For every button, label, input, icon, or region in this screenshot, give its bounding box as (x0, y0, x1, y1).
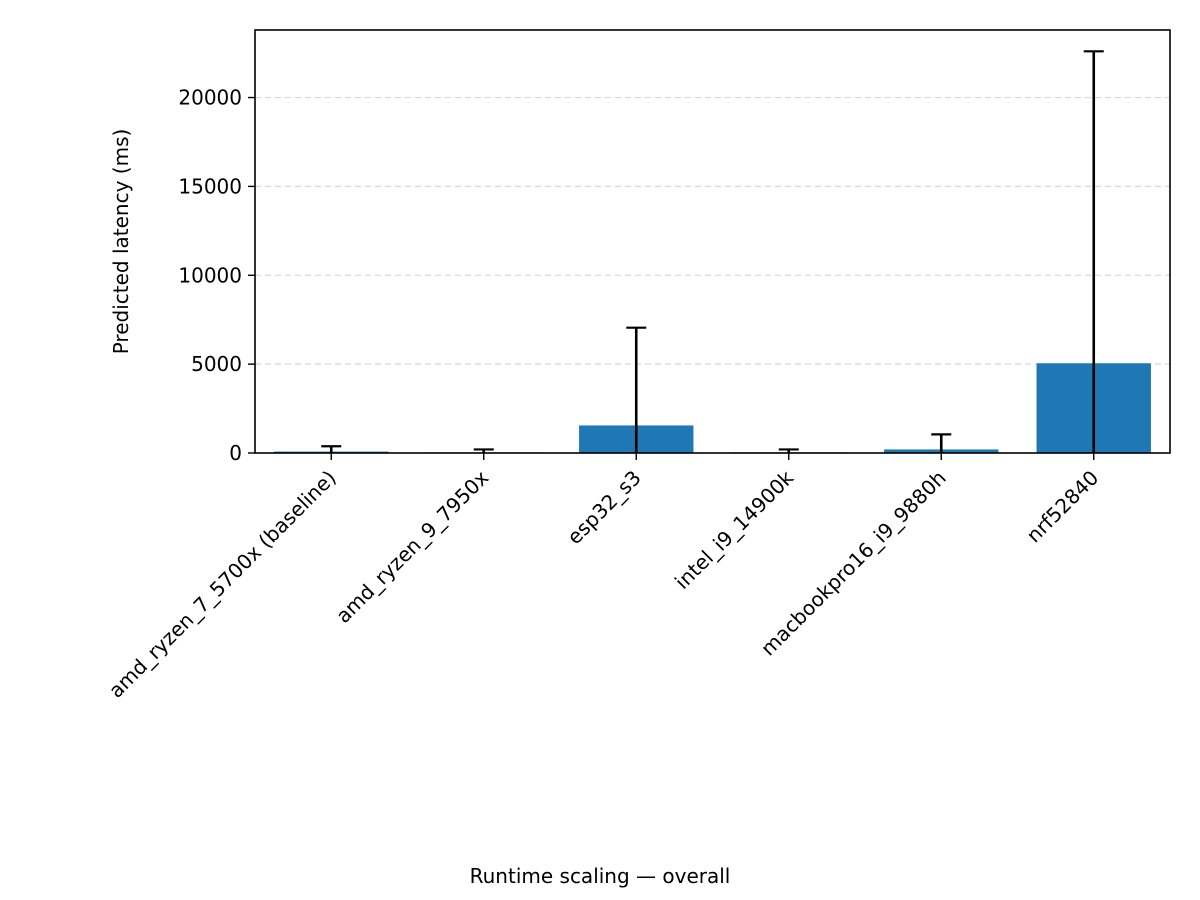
x-tick-label: nrf52840 (1022, 466, 1104, 548)
x-tick-label: amd_ryzen_9_7950x (331, 465, 493, 627)
y-tick-label: 15000 (178, 174, 242, 198)
x-tick-label: esp32_s3 (562, 466, 645, 549)
y-tick-label: 0 (229, 441, 242, 465)
x-axis-title: Runtime scaling — overall (469, 864, 731, 888)
y-tick-label: 10000 (178, 263, 242, 287)
x-tick-label: amd_ryzen_7_5700x (baseline) (104, 466, 341, 703)
y-axis-title: Predicted latency (ms) (109, 129, 133, 355)
plot-frame (254, 29, 1171, 454)
y-tick-label: 5000 (191, 352, 242, 376)
x-tick-label: intel_i9_14900k (670, 465, 799, 594)
y-tick-label: 20000 (178, 86, 242, 110)
